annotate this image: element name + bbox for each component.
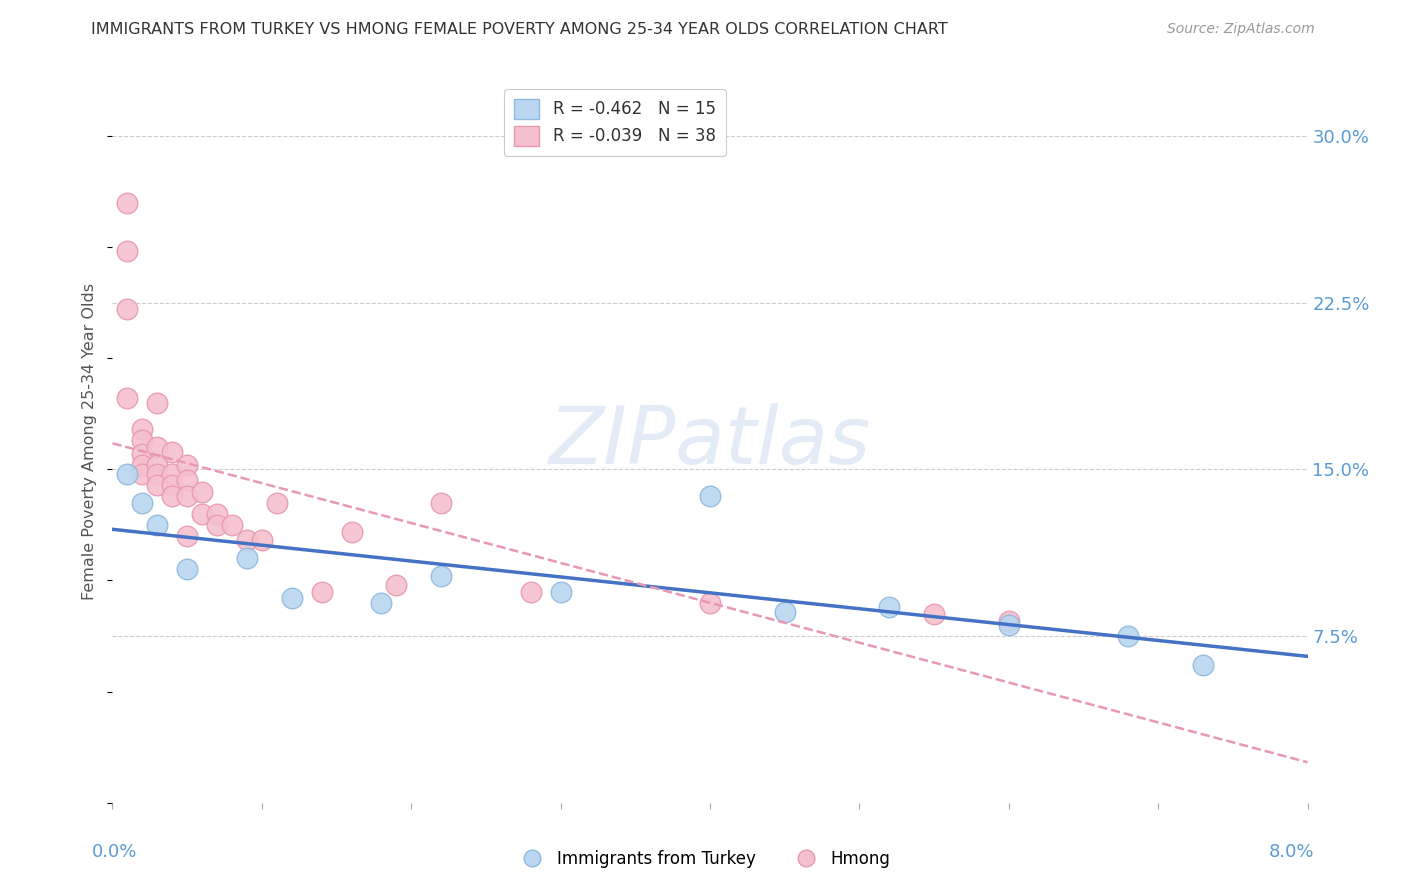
Y-axis label: Female Poverty Among 25-34 Year Olds: Female Poverty Among 25-34 Year Olds <box>82 283 97 600</box>
Point <box>191 484 214 499</box>
Text: 0.0%: 0.0% <box>91 843 136 861</box>
Point <box>131 467 153 481</box>
Point <box>205 517 228 532</box>
Point <box>773 605 796 619</box>
Point <box>191 507 214 521</box>
Point <box>117 302 139 317</box>
Point <box>311 584 333 599</box>
Point <box>131 447 153 461</box>
Point <box>430 496 453 510</box>
Text: Source: ZipAtlas.com: Source: ZipAtlas.com <box>1167 22 1315 37</box>
Point <box>520 584 543 599</box>
Point <box>117 467 139 481</box>
Point <box>131 496 153 510</box>
Point <box>117 391 139 405</box>
Point <box>1118 629 1140 643</box>
Point <box>370 596 392 610</box>
Point <box>146 478 169 492</box>
Point <box>998 618 1021 632</box>
Point <box>281 591 304 606</box>
Point <box>117 195 139 210</box>
Text: 8.0%: 8.0% <box>1270 843 1315 861</box>
Point <box>146 458 169 472</box>
Point <box>922 607 945 621</box>
Text: ZIPatlas: ZIPatlas <box>548 402 872 481</box>
Point <box>176 474 198 488</box>
Point <box>250 533 273 548</box>
Point <box>162 489 183 503</box>
Legend: R = -0.462   N = 15, R = -0.039   N = 38: R = -0.462 N = 15, R = -0.039 N = 38 <box>505 88 725 156</box>
Point <box>205 507 228 521</box>
Legend: Immigrants from Turkey, Hmong: Immigrants from Turkey, Hmong <box>509 844 897 875</box>
Point <box>117 244 139 259</box>
Point <box>176 562 198 576</box>
Point <box>221 517 243 532</box>
Point <box>146 517 169 532</box>
Point <box>176 458 198 472</box>
Point <box>162 444 183 458</box>
Point <box>236 533 259 548</box>
Point <box>131 434 153 448</box>
Point <box>877 600 901 615</box>
Point <box>699 596 721 610</box>
Point <box>131 458 153 472</box>
Point <box>430 569 453 583</box>
Point <box>550 584 572 599</box>
Point <box>162 478 183 492</box>
Point <box>340 524 363 539</box>
Point <box>236 551 259 566</box>
Point <box>266 496 288 510</box>
Text: IMMIGRANTS FROM TURKEY VS HMONG FEMALE POVERTY AMONG 25-34 YEAR OLDS CORRELATION: IMMIGRANTS FROM TURKEY VS HMONG FEMALE P… <box>91 22 948 37</box>
Point <box>131 422 153 436</box>
Point <box>699 489 721 503</box>
Point <box>176 489 198 503</box>
Point <box>146 467 169 481</box>
Point <box>146 440 169 454</box>
Point <box>176 529 198 543</box>
Point <box>998 614 1021 628</box>
Point <box>146 395 169 409</box>
Point <box>385 578 408 592</box>
Point <box>162 467 183 481</box>
Point <box>1192 657 1215 672</box>
